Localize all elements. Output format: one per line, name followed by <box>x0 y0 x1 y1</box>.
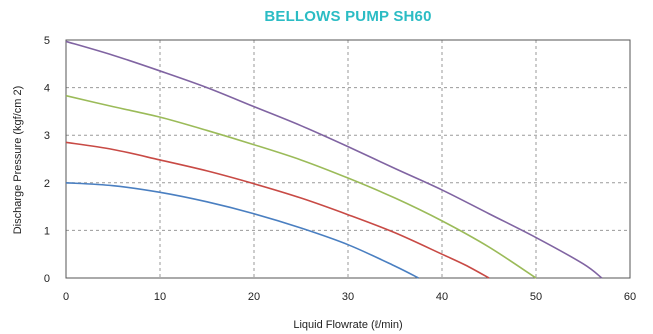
series-line-4 <box>65 40 603 279</box>
series-line-3 <box>65 94 537 279</box>
tick-layer: 0 10 20 30 40 50 60 0 1 2 3 4 5 <box>44 35 636 303</box>
series-line-2 <box>65 141 490 279</box>
y-tick-label: 0 <box>44 273 50 285</box>
y-tick-label: 2 <box>44 178 50 190</box>
x-tick-label: 10 <box>154 291 166 303</box>
x-tick-label: 60 <box>624 291 636 303</box>
plot-frame <box>65 39 631 279</box>
x-tick-label: 30 <box>342 291 354 303</box>
chart-title: BELLOWS PUMP SH60 <box>264 8 432 25</box>
x-tick-label: 50 <box>530 291 542 303</box>
series-line-1 <box>65 182 419 279</box>
x-tick-label: 40 <box>436 291 448 303</box>
x-axis-label: Liquid Flowrate (ℓ/min) <box>293 319 402 331</box>
y-tick-label: 3 <box>44 130 50 142</box>
series-layer <box>65 40 603 279</box>
x-tick-label: 20 <box>248 291 260 303</box>
x-tick-label: 0 <box>63 291 69 303</box>
y-tick-label: 1 <box>44 225 50 237</box>
y-tick-label: 5 <box>44 35 50 47</box>
y-tick-label: 4 <box>44 83 50 95</box>
y-axis-label: Discharge Pressure (kgf/cm 2) <box>12 86 24 235</box>
